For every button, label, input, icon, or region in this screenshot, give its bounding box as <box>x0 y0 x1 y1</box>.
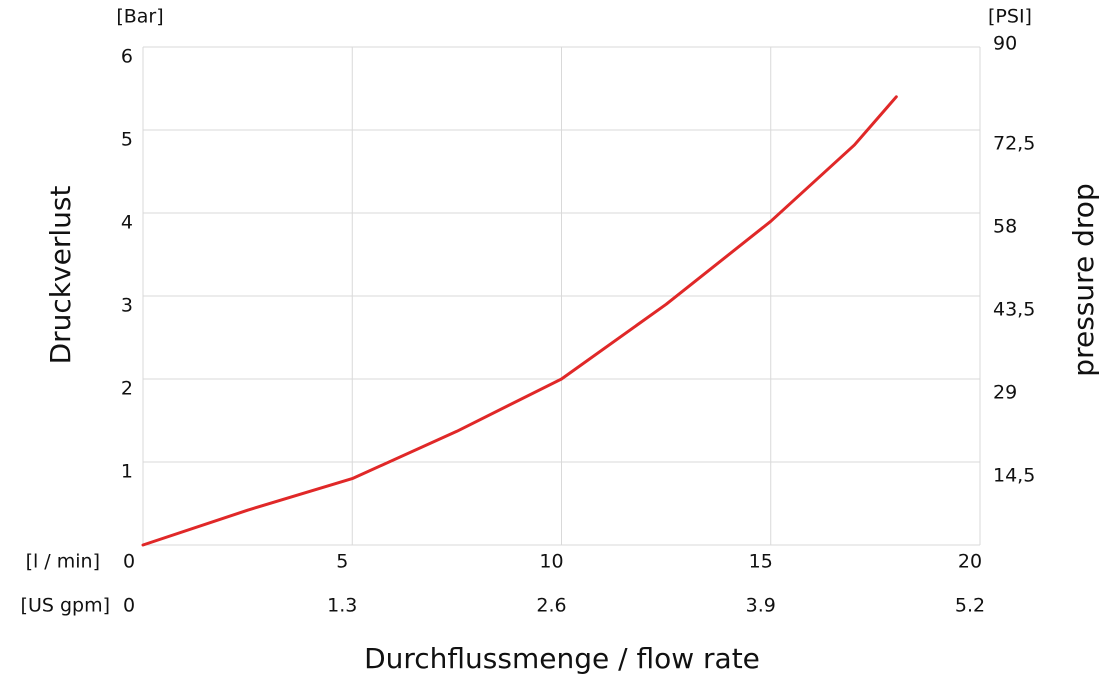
y-tick-label: 2 <box>121 378 133 400</box>
x-tick-label: 15 <box>749 551 773 573</box>
y-axis-title: Druckverlust <box>44 186 77 365</box>
y2-tick-label: 72,5 <box>993 133 1035 155</box>
x-tick-label: 10 <box>539 551 563 573</box>
y2-tick-label: 90 <box>993 32 1017 54</box>
line-series <box>141 95 898 547</box>
y2-unit: [PSI] <box>988 6 1032 28</box>
y2-tick-label: 58 <box>993 216 1017 238</box>
y2-tick-label: 43,5 <box>993 299 1035 321</box>
y2-tick-label: 29 <box>993 382 1017 404</box>
y-tick-label: 1 <box>121 461 133 483</box>
x2-unit: [US gpm] <box>21 595 110 617</box>
y-tick-label: 5 <box>121 129 133 151</box>
y-tick-label: 4 <box>121 212 133 234</box>
y2-axis-title: pressure drop <box>1067 183 1100 376</box>
x2-tick-label: 2.6 <box>536 595 566 617</box>
x-tick-label: 5 <box>336 551 348 573</box>
x-tick-label: 20 <box>958 551 982 573</box>
y-tick-label: 3 <box>121 295 133 317</box>
x2-tick-label: 5.2 <box>955 595 985 617</box>
y-unit: [Bar] <box>116 6 163 28</box>
x-axis-title: Durchflussmenge / flow rate <box>364 642 760 675</box>
x-unit: [l / min] <box>26 551 100 573</box>
y-tick-label: 6 <box>121 46 133 68</box>
y2-tick-label: 14,5 <box>993 465 1035 487</box>
x2-tick-label: 0 <box>123 595 135 617</box>
x2-tick-label: 3.9 <box>746 595 776 617</box>
x2-tick-label: 1.3 <box>327 595 357 617</box>
x-tick-label: 0 <box>123 551 135 573</box>
